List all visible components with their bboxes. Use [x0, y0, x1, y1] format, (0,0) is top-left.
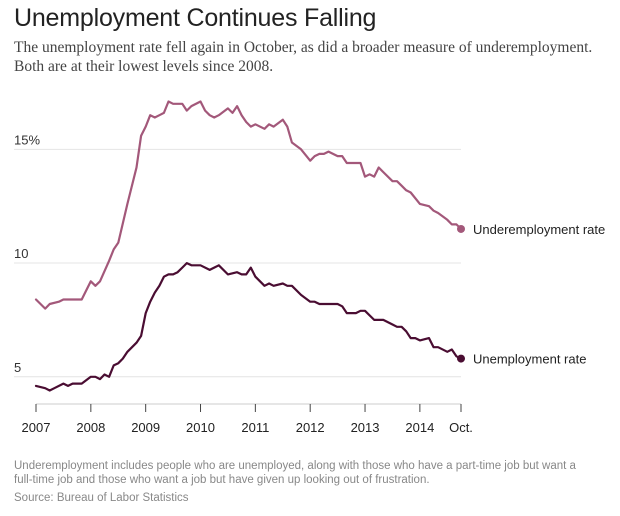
x-axis: [35, 403, 462, 412]
x-tick-label: 2013: [351, 420, 380, 435]
underemployment-rate-line: [34, 100, 463, 310]
x-tick-label: 2010: [186, 420, 215, 435]
y-tick-label: 5: [14, 360, 21, 375]
x-tick-label: 2014: [405, 420, 434, 435]
underemployment-rate-label: Underemployment rate: [473, 222, 605, 237]
unemployment-rate-label: Unemployment rate: [473, 352, 586, 367]
x-tick-label: Oct.: [449, 420, 473, 435]
line-chart: 5 10 15% 2007 2008 2009 2010 2011 2012 2013 2014 Oc…: [14, 100, 605, 435]
chart-title: Unemployment Continues Falling: [14, 4, 377, 32]
y-tick-label: 10: [14, 246, 28, 261]
gridlines: [14, 148, 461, 378]
x-tick-label: 2011: [241, 420, 269, 435]
subtitle-line-1: The unemployment rate fell again in Octo…: [14, 39, 593, 56]
unemployment-rate-line: [34, 262, 463, 392]
x-tick-label: 2009: [131, 420, 160, 435]
underemployment-rate-end-point: [457, 224, 465, 233]
footnote: Underemployment includes people who are …: [14, 459, 614, 487]
chart-subtitle: The unemployment rate fell again in Octo…: [14, 38, 614, 76]
x-tick-label: 2008: [76, 420, 105, 435]
footnote-line-2: full-time job and those who want a job b…: [14, 474, 430, 486]
x-tick-label: 2007: [22, 420, 51, 435]
footnote-line-1: Underemployment includes people who are …: [14, 460, 576, 472]
unemployment-rate-end-point: [457, 354, 465, 363]
y-tick-label: 15%: [14, 132, 40, 147]
chart-labels: 5 10 15% 2007 2008 2009 2010 2011 2012 2013 2014 Oc…: [14, 132, 605, 435]
subtitle-line-2: Both are at their lowest levels since 20…: [14, 58, 274, 75]
x-tick-label: 2012: [296, 420, 325, 435]
series-lines: [34, 100, 465, 392]
source-note: Source: Bureau of Labor Statistics: [14, 492, 189, 504]
